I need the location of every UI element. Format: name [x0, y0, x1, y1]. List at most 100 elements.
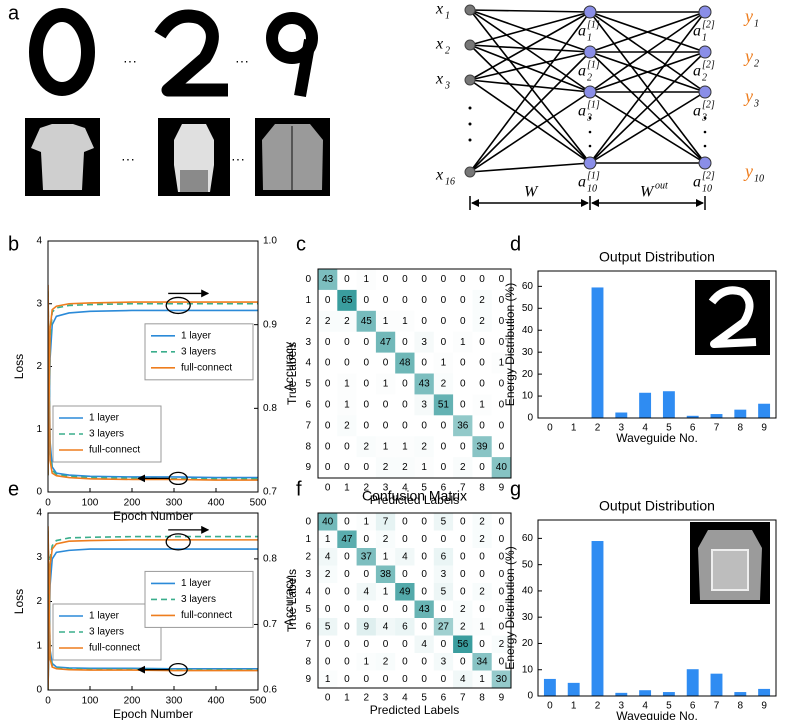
- x-tick-label: 2: [595, 423, 601, 434]
- y2-tick-label: 1.0: [263, 236, 277, 247]
- y-tick-label: 30: [522, 612, 534, 623]
- cell-label: 2: [325, 316, 331, 327]
- cell: [472, 436, 492, 458]
- cell-label: 0: [402, 274, 408, 285]
- cell: [395, 352, 415, 374]
- weight-arrows: [469, 196, 706, 210]
- col-label: 7: [460, 483, 466, 494]
- cell-label: 2: [344, 316, 350, 327]
- cell-label: 0: [499, 534, 505, 545]
- cell-label: 0: [421, 674, 427, 685]
- row-label: 5: [305, 604, 311, 615]
- math-label: x: [435, 36, 443, 53]
- cell-label: 0: [499, 569, 505, 580]
- cell: [453, 635, 473, 653]
- cell-label: 2: [421, 441, 427, 452]
- y-tick-label: 50: [522, 559, 534, 570]
- cell-label: 51: [438, 399, 450, 410]
- row-label: 8: [305, 441, 311, 452]
- cell-label: 56: [457, 639, 469, 650]
- cell-label: 0: [499, 420, 505, 431]
- cell-label: 2: [479, 295, 485, 306]
- series-line: [48, 535, 258, 690]
- row-label: 7: [305, 639, 311, 650]
- col-label: 0: [325, 693, 331, 704]
- cell-label: 0: [402, 337, 408, 348]
- cell-label: 1: [383, 551, 389, 562]
- math-label: x: [435, 1, 443, 18]
- cell-label: 0: [421, 358, 427, 369]
- x-tick-label: 100: [82, 696, 99, 707]
- cell-label: 0: [479, 379, 485, 390]
- cell-label: 0: [363, 399, 369, 410]
- cell-label: 0: [402, 534, 408, 545]
- y-axis-label: Loss: [12, 589, 26, 614]
- cell-label: 0: [325, 379, 331, 390]
- cell-label: 0: [460, 399, 466, 410]
- cell: [414, 373, 434, 395]
- x-tick-label: 3: [619, 701, 625, 712]
- bar: [591, 541, 604, 696]
- col-label: 9: [499, 693, 505, 704]
- cell-label: 0: [479, 420, 485, 431]
- x-tick-label: 2: [595, 701, 601, 712]
- col-label: 8: [479, 693, 485, 704]
- y2-tick-label: 0.7: [263, 487, 277, 498]
- y2-tick-label: 0.8: [263, 403, 277, 414]
- hidden-node: [583, 156, 597, 170]
- cell-label: 0: [421, 420, 427, 431]
- cell-label: 2: [325, 569, 331, 580]
- bar: [710, 414, 723, 418]
- cell: [433, 565, 454, 583]
- cell-label: 2: [479, 316, 485, 327]
- cell-label: 0: [325, 295, 331, 306]
- legend-box: [52, 405, 162, 463]
- cell-label: 2: [363, 441, 369, 452]
- math-sup: [1]: [587, 170, 600, 181]
- ellipsis: ···: [231, 151, 245, 167]
- math-sub: 10: [587, 183, 597, 194]
- cell-label: 0: [344, 569, 350, 580]
- connection: [469, 51, 591, 81]
- cell-label: 1: [460, 337, 466, 348]
- cell-label: 0: [499, 295, 505, 306]
- row-label: 3: [305, 337, 311, 348]
- connection: [589, 11, 706, 93]
- bar: [543, 678, 556, 696]
- cell-label: 0: [499, 586, 505, 597]
- cell-label: 0: [479, 462, 485, 473]
- y2-tick-label: 0.8: [263, 554, 277, 565]
- cell-label: 2: [344, 420, 350, 431]
- y-tick-label: 0: [36, 487, 42, 498]
- cell-label: 0: [421, 534, 427, 545]
- x-tick-label: 6: [690, 701, 696, 712]
- math-label: a: [578, 174, 586, 191]
- cell-label: 0: [344, 656, 350, 667]
- legend-label: full-connect: [181, 362, 232, 373]
- cell-label: 0: [325, 358, 331, 369]
- panel-label: a: [8, 2, 20, 24]
- math-sup: [1]: [587, 99, 600, 110]
- y-axis-label: True Labels: [285, 569, 299, 632]
- x-tick-label: 0: [45, 696, 51, 707]
- cell-label: 2: [499, 639, 505, 650]
- cell-label: 1: [363, 656, 369, 667]
- cell-label: 5: [441, 586, 447, 597]
- connection: [469, 44, 591, 93]
- cell-label: 0: [441, 274, 447, 285]
- bar: [734, 692, 747, 696]
- clothing-images: [25, 118, 330, 196]
- cell-label: 0: [325, 462, 331, 473]
- cell-label: 0: [460, 551, 466, 562]
- cell-label: 0: [479, 604, 485, 615]
- y-tick-label: 10: [522, 664, 534, 675]
- connections: [469, 9, 706, 173]
- cell-label: 1: [499, 358, 505, 369]
- math-label: y: [743, 161, 753, 181]
- cell-label: 0: [325, 337, 331, 348]
- cell-label: 2: [383, 656, 389, 667]
- math-label: x: [435, 71, 443, 88]
- cell-label: 0: [460, 441, 466, 452]
- math-label: a: [693, 63, 701, 80]
- cell-label: 0: [363, 639, 369, 650]
